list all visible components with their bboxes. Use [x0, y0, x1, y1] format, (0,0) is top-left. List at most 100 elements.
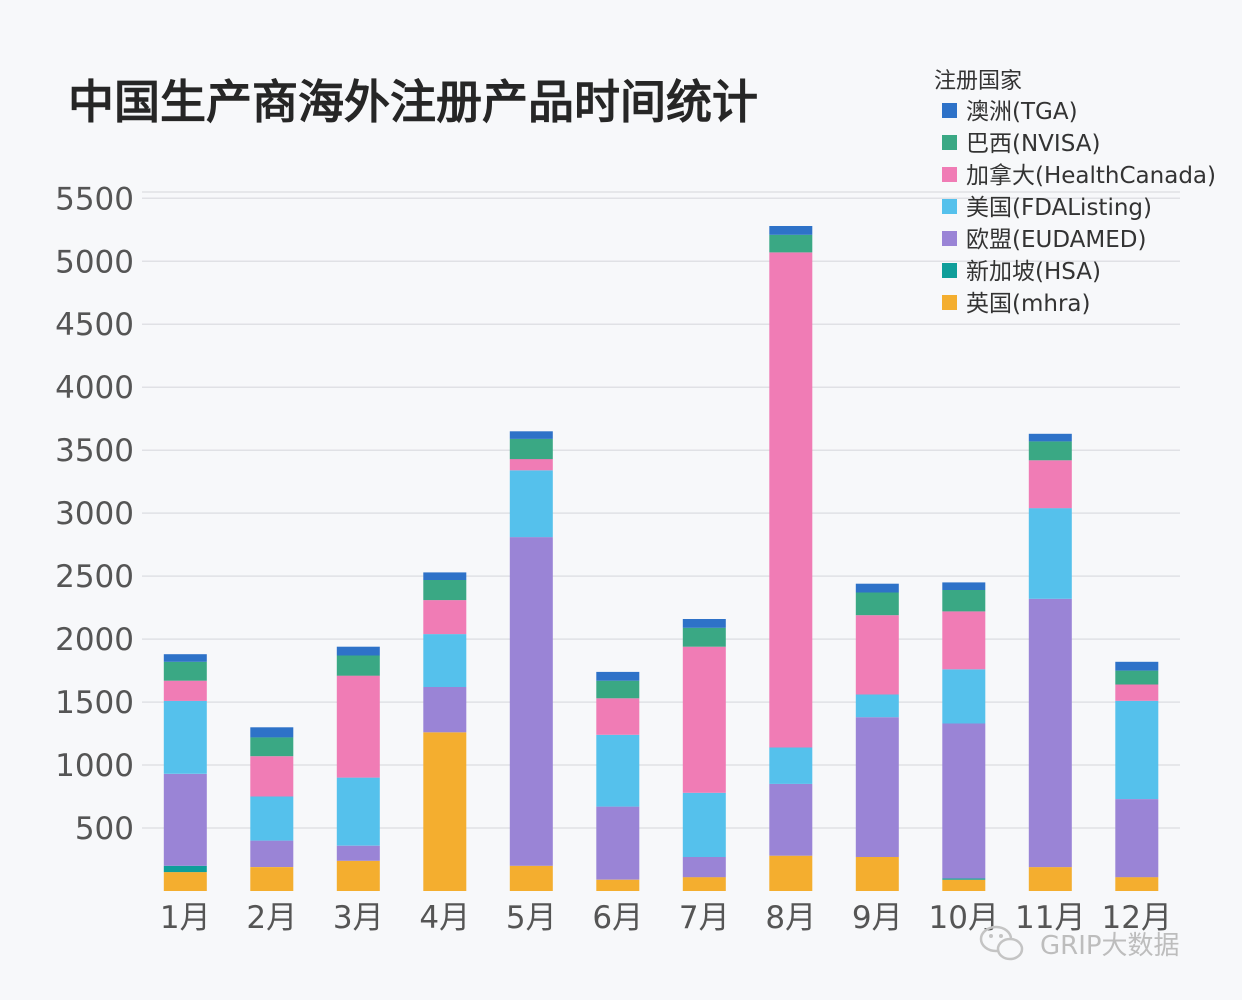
bar-segment: [855, 615, 899, 695]
bar-segment: [942, 879, 986, 891]
bar-stack: [769, 226, 813, 891]
bar-segment: [250, 840, 294, 867]
bar-segment: [336, 675, 380, 778]
bar-segment: [1028, 508, 1072, 599]
legend-label: 澳洲(TGA): [966, 99, 1078, 125]
bar-segment: [163, 865, 207, 873]
bar-segment: [336, 845, 380, 861]
chart-title: 中国生产商海外注册产品时间统计: [68, 75, 758, 129]
watermark-text: GRIP大数据: [1040, 931, 1180, 961]
bar-segment: [855, 583, 899, 593]
y-tick-label: 5000: [55, 244, 134, 280]
bar-segment: [509, 865, 553, 891]
bar-stack: [509, 431, 553, 891]
legend-label: 欧盟(EUDAMED): [966, 227, 1146, 253]
bar-segment: [1115, 670, 1159, 685]
bar-segment: [682, 619, 726, 628]
bar-segment: [942, 611, 986, 670]
y-axis-ticks: 500 1000 1500 2000 2500 3000 3500 4000 4500 5000 5…: [55, 181, 134, 847]
bar-segment: [596, 698, 640, 735]
bar-segment: [509, 438, 553, 460]
bar-segment: [1115, 700, 1159, 799]
legend-label: 美国(FDAListing): [966, 195, 1152, 221]
y-tick-label: 500: [75, 811, 134, 847]
bar-segment: [1028, 433, 1072, 442]
x-tick-label: 9月: [852, 900, 903, 936]
bar-segment: [509, 431, 553, 439]
bar-segment: [250, 867, 294, 891]
bar-segment: [855, 694, 899, 718]
bar-segment: [942, 582, 986, 590]
legend-swatch: [942, 199, 957, 214]
bar-segment: [1115, 661, 1159, 671]
bar-stack: [682, 619, 726, 891]
legend-label: 新加坡(HSA): [966, 259, 1101, 285]
bar-segment: [250, 756, 294, 797]
x-axis-ticks: 1月 2月 3月 4月 5月 6月 7月 8月 9月 10月 11月 12月: [160, 900, 1172, 936]
bar-stack: [942, 582, 986, 891]
x-tick-label: 6月: [592, 900, 643, 936]
bar-segment: [942, 669, 986, 724]
bar-stack: [1115, 661, 1159, 891]
bar-segment: [596, 879, 640, 891]
x-tick-label: 2月: [246, 900, 297, 936]
y-tick-label: 4500: [55, 307, 134, 343]
bar-segment: [336, 646, 380, 656]
bar-segment: [509, 459, 553, 471]
bar-segment: [1115, 684, 1159, 701]
wechat-icon: [979, 925, 1024, 961]
bar-segment: [423, 634, 467, 687]
bar-segment: [855, 857, 899, 891]
bars: [163, 226, 1159, 891]
bar-segment: [1028, 460, 1072, 509]
bar-segment: [682, 857, 726, 878]
bar-segment: [1028, 867, 1072, 891]
x-tick-label: 4月: [419, 900, 470, 936]
bar-segment: [769, 783, 813, 856]
x-tick-label: 12月: [1102, 900, 1172, 936]
bar-segment: [163, 773, 207, 866]
bar-segment: [336, 860, 380, 891]
legend-swatch: [942, 263, 957, 278]
legend-swatch: [942, 295, 957, 310]
legend-swatch: [942, 103, 957, 118]
watermark: GRIP大数据: [979, 925, 1180, 961]
bar-segment: [423, 572, 467, 580]
bar-segment: [596, 734, 640, 807]
bar-segment: [942, 878, 986, 880]
bar-segment: [596, 806, 640, 880]
bar-segment: [509, 537, 553, 866]
bar-segment: [1028, 598, 1072, 868]
bar-segment: [596, 671, 640, 681]
x-tick-label: 7月: [679, 900, 730, 936]
legend-swatch: [942, 167, 957, 182]
bar-stack: [1028, 433, 1072, 891]
bar-segment: [769, 747, 813, 784]
bar-segment: [163, 700, 207, 774]
legend-label: 巴西(NVISA): [966, 131, 1100, 157]
bar-segment: [423, 600, 467, 635]
x-tick-label: 5月: [506, 900, 557, 936]
bar-segment: [769, 855, 813, 891]
bar-stack: [163, 654, 207, 891]
bar-segment: [855, 717, 899, 857]
bar-segment: [250, 737, 294, 757]
bar-segment: [855, 592, 899, 616]
x-tick-label: 3月: [333, 900, 384, 936]
bar-segment: [769, 226, 813, 235]
y-tick-label: 3500: [55, 433, 134, 469]
legend: 注册国家 澳洲(TGA) 巴西(NVISA) 加拿大(HealthCanada) 美国…: [934, 69, 1216, 317]
bar-segment: [769, 234, 813, 253]
legend-swatch: [942, 231, 957, 246]
bar-segment: [163, 680, 207, 701]
bar-segment: [682, 627, 726, 647]
bar-segment: [423, 579, 467, 601]
legend-label: 加拿大(HealthCanada): [966, 162, 1216, 189]
legend-title: 注册国家: [934, 69, 1022, 94]
bar-segment: [163, 661, 207, 681]
legend-label: 英国(mhra): [966, 291, 1090, 317]
x-tick-label: 8月: [765, 900, 816, 936]
bar-segment: [509, 470, 553, 538]
